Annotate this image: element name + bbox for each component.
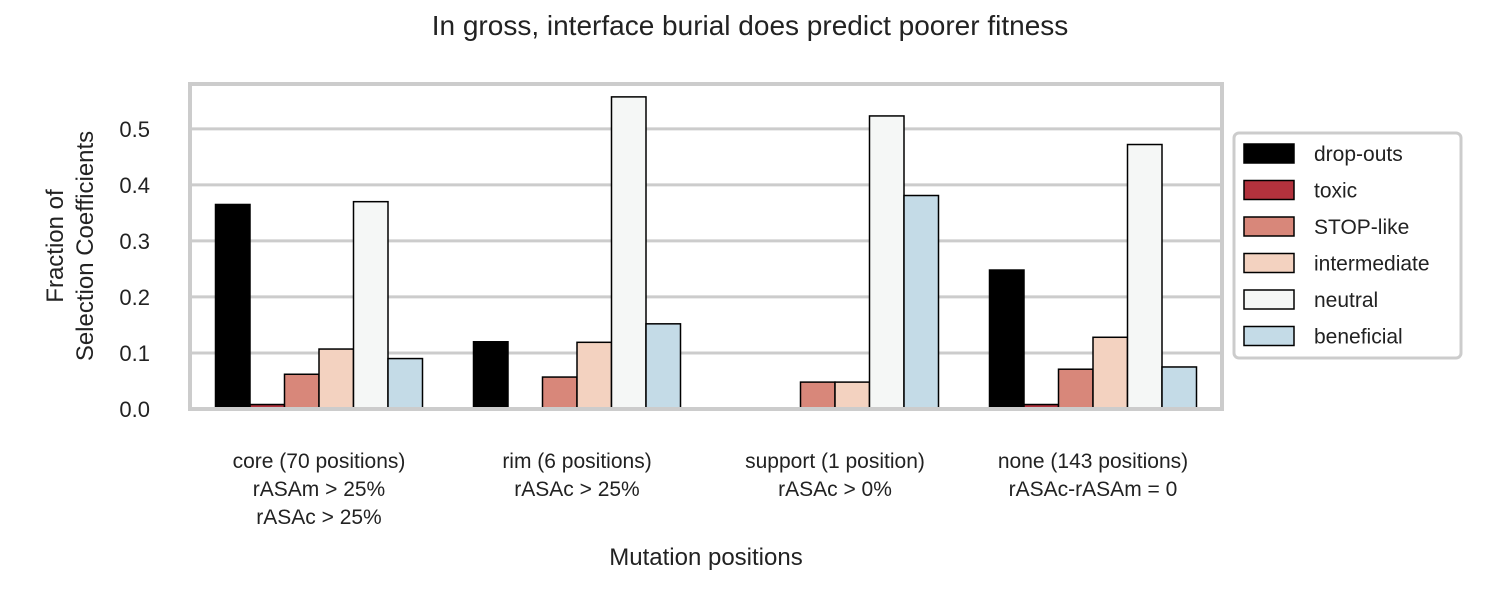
bar-drop-outs: [988, 269, 1025, 410]
x-category-label-line: rASAc > 25%: [256, 506, 381, 529]
y-axis-label-text: Fraction of Selection Coefficients: [42, 131, 99, 361]
y-tick-label: 0.0: [119, 397, 150, 422]
bar-beneficial: [903, 194, 940, 410]
bar-neutral: [1126, 143, 1163, 410]
x-category-label: support (1 position) rASAc > 0%: [745, 450, 925, 501]
legend-label: neutral: [1314, 289, 1378, 312]
bar-stop-like: [799, 381, 836, 410]
bar-beneficial: [1161, 366, 1198, 410]
bar-drop-outs: [472, 341, 509, 410]
plot-frame: [188, 82, 1224, 411]
bar-neutral: [868, 115, 905, 410]
legend-frame: [1232, 131, 1463, 360]
y-axis-label: Fraction of Selection Coefficients: [42, 131, 99, 361]
legend: drop-outs toxic STOP-like intermediate neutr…: [1232, 131, 1463, 360]
y-tick-label: 0.3: [119, 229, 150, 254]
legend-swatch: [1243, 216, 1295, 237]
y-axis-label-line: Fraction of: [42, 189, 69, 303]
legend-label: beneficial: [1314, 326, 1403, 349]
bar-neutral: [352, 200, 389, 410]
legend-swatch: [1243, 289, 1295, 310]
legend-swatch: [1243, 252, 1295, 274]
bar-neutral: [610, 96, 647, 410]
x-category-label-line: none (143 positions): [998, 450, 1188, 473]
x-category-label-line: rASAc > 0%: [778, 478, 892, 501]
legend-swatch: [1243, 179, 1295, 201]
bar-beneficial: [387, 357, 424, 410]
x-category-label-line: rASAc > 25%: [514, 478, 639, 501]
y-tick-labels: 0.0 0.1 0.2 0.3 0.4 0.5: [119, 117, 150, 422]
bar-intermediate: [576, 341, 613, 410]
y-tick-label: 0.4: [119, 173, 150, 198]
x-category-label-line: rim (6 positions): [502, 450, 651, 473]
chart-title: In gross, interface burial does predict …: [432, 10, 1069, 41]
bar-intermediate: [1092, 336, 1129, 410]
y-axis-label-line: Selection Coefficients: [72, 131, 99, 361]
y-tick-label: 0.2: [119, 285, 150, 310]
legend-label: toxic: [1314, 180, 1357, 203]
legend-swatch: [1243, 325, 1295, 347]
bar-beneficial: [645, 323, 682, 410]
legend-label: intermediate: [1314, 253, 1430, 276]
legend-swatch: [1243, 143, 1295, 164]
x-category-label: core (70 positions) rASAm > 25% rASAc > 25…: [233, 450, 406, 529]
x-category-label: rim (6 positions) rASAc > 25%: [502, 450, 651, 501]
bar-intermediate: [834, 381, 871, 410]
x-category-label-line: rASAc-rASAm = 0: [1009, 478, 1178, 501]
x-category-label-line: core (70 positions): [233, 450, 406, 473]
legend-label: STOP-like: [1314, 216, 1409, 239]
bar-stop-like: [1057, 368, 1094, 410]
bars-layer: [214, 96, 1198, 410]
legend-label: drop-outs: [1314, 143, 1403, 166]
y-tick-label: 0.1: [119, 341, 150, 366]
bar-stop-like: [283, 373, 320, 410]
x-category-label-line: support (1 position): [745, 450, 925, 473]
x-category-label-line: rASAm > 25%: [253, 478, 385, 501]
bar-drop-outs: [214, 203, 251, 410]
bar-stop-like: [541, 376, 578, 410]
grid-layer: [190, 127, 1222, 355]
x-axis-label: Mutation positions: [609, 544, 802, 571]
x-category-labels: core (70 positions) rASAm > 25% rASAc > 25…: [233, 450, 1189, 529]
x-category-label: none (143 positions) rASAc-rASAm = 0: [998, 450, 1188, 501]
bar-intermediate: [318, 348, 355, 410]
y-tick-label: 0.5: [119, 117, 150, 142]
